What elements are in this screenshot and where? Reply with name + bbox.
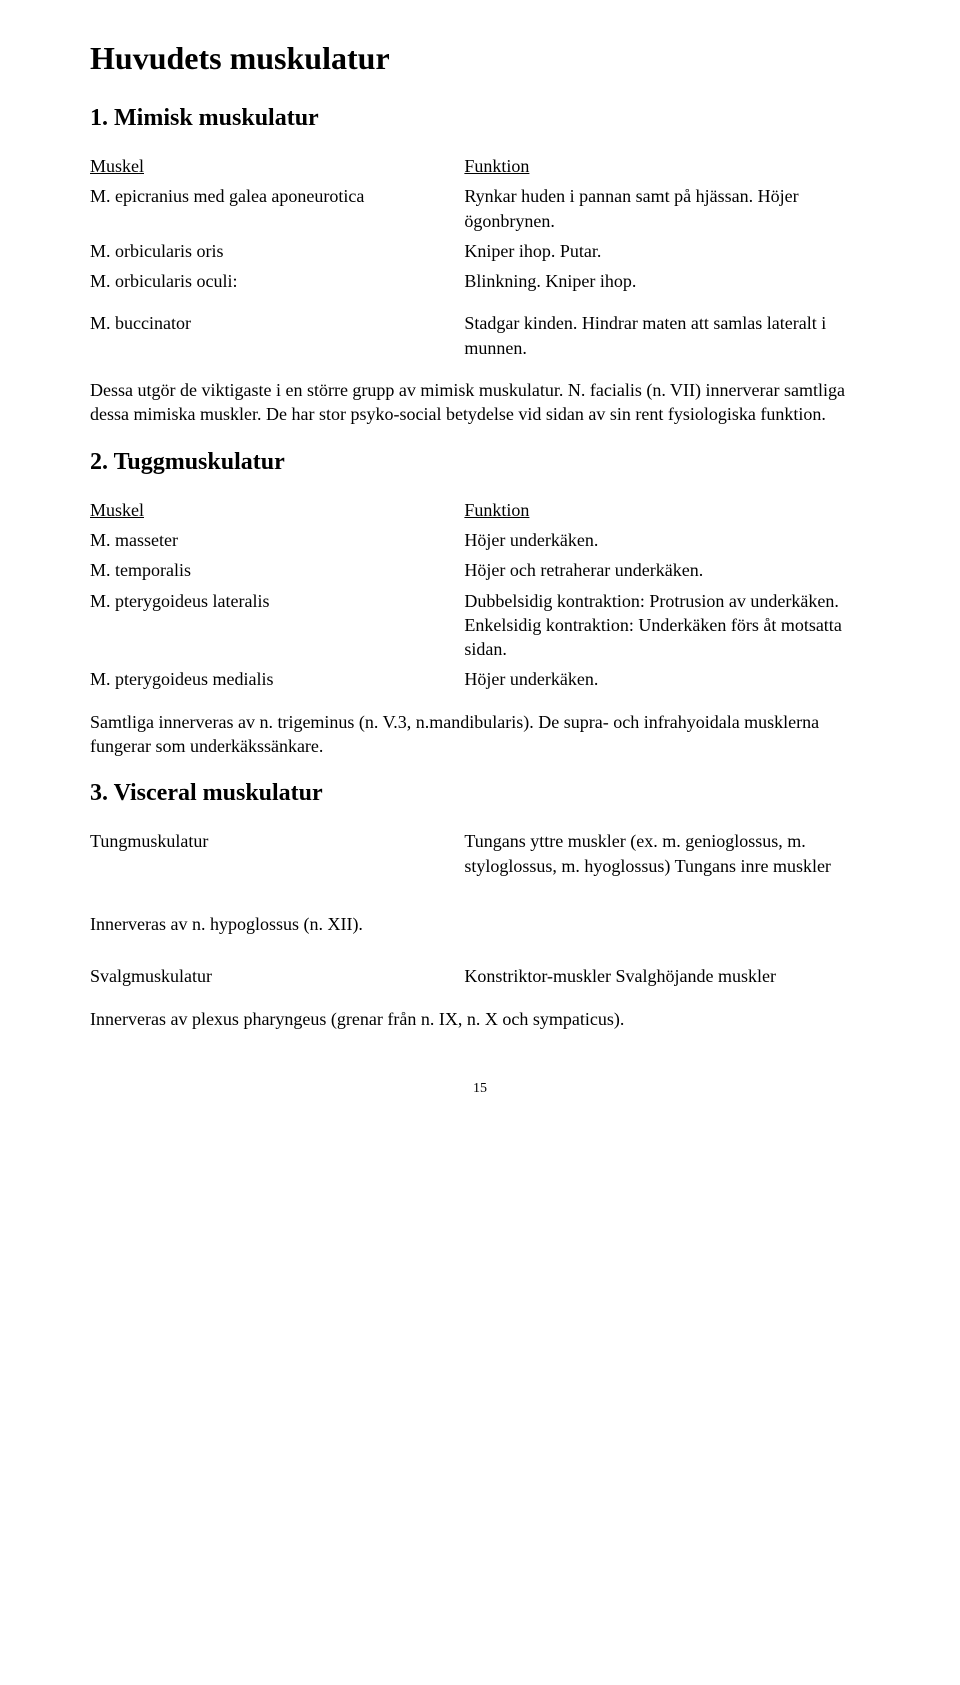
muscle-group-name: Tungmuskulatur xyxy=(90,829,464,884)
muscle-name: M. pterygoideus medialis xyxy=(90,667,464,697)
section-2-paragraph: Samtliga innerveras av n. trigeminus (n.… xyxy=(90,710,870,759)
table-row: M. buccinator Stadgar kinden. Hindrar ma… xyxy=(90,311,870,366)
col-header-muskel: Muskel xyxy=(90,156,144,176)
table-row: M. orbicularis oris Kniper ihop. Putar. xyxy=(90,239,870,269)
col-header-funktion: Funktion xyxy=(464,156,529,176)
muscle-function: Kniper ihop. Putar. xyxy=(464,239,870,269)
section-3-heading: 3. Visceral muskulatur xyxy=(90,780,870,807)
muscle-name: M. buccinator xyxy=(90,311,464,366)
muscle-name: M. orbicularis oris xyxy=(90,239,464,269)
col-header-funktion: Funktion xyxy=(464,500,529,520)
page-title: Huvudets muskulatur xyxy=(90,40,870,77)
table-row: M. orbicularis oculi: Blinkning. Kniper … xyxy=(90,269,870,311)
muscle-group-desc: Tungans yttre muskler (ex. m. geniogloss… xyxy=(464,829,870,884)
table-row: M. epicranius med galea aponeurotica Ryn… xyxy=(90,184,870,239)
section-1-paragraph: Dessa utgör de viktigaste i en större gr… xyxy=(90,378,870,427)
muscle-name: M. epicranius med galea aponeurotica xyxy=(90,184,464,239)
muscle-name: M. masseter xyxy=(90,528,464,558)
muscle-function: Blinkning. Kniper ihop. xyxy=(464,269,870,311)
table-header-row: Muskel Funktion xyxy=(90,154,870,184)
section-1-table: Muskel Funktion M. epicranius med galea … xyxy=(90,154,870,366)
table-row: M. pterygoideus medialis Höjer underkäke… xyxy=(90,667,870,697)
section-2-table: Muskel Funktion M. masseter Höjer underk… xyxy=(90,498,870,698)
section-3-table-a: Tungmuskulatur Tungans yttre muskler (ex… xyxy=(90,829,870,884)
table-row: M. pterygoideus lateralis Dubbelsidig ko… xyxy=(90,589,870,668)
muscle-function: Höjer underkäken. xyxy=(464,667,870,697)
section-3-paragraph: Innerveras av plexus pharyngeus (grenar … xyxy=(90,1007,870,1031)
section-2-heading: 2. Tuggmuskulatur xyxy=(90,449,870,476)
muscle-group-desc: Konstriktor-muskler Svalghöjande muskler xyxy=(464,964,870,994)
muscle-function: Rynkar huden i pannan samt på hjässan. H… xyxy=(464,184,870,239)
table-row: M. temporalis Höjer och retraherar under… xyxy=(90,558,870,588)
muscle-name: M. pterygoideus lateralis xyxy=(90,589,464,668)
section-3-mid-paragraph: Innerveras av n. hypoglossus (n. XII). xyxy=(90,912,870,936)
muscle-group-name: Svalgmuskulatur xyxy=(90,964,464,994)
table-row: M. masseter Höjer underkäken. xyxy=(90,528,870,558)
col-header-muskel: Muskel xyxy=(90,500,144,520)
table-header-row: Muskel Funktion xyxy=(90,498,870,528)
section-1-heading: 1. Mimisk muskulatur xyxy=(90,105,870,132)
muscle-function: Dubbelsidig kontraktion: Protrusion av u… xyxy=(464,589,870,668)
muscle-name: M. orbicularis oculi: xyxy=(90,269,464,311)
muscle-function: Stadgar kinden. Hindrar maten att samlas… xyxy=(464,311,870,366)
muscle-name: M. temporalis xyxy=(90,558,464,588)
muscle-function: Höjer och retraherar underkäken. xyxy=(464,558,870,588)
muscle-function: Höjer underkäken. xyxy=(464,528,870,558)
table-row: Tungmuskulatur Tungans yttre muskler (ex… xyxy=(90,829,870,884)
section-3-table-b: Svalgmuskulatur Konstriktor-muskler Sval… xyxy=(90,964,870,994)
page-number: 15 xyxy=(90,1081,870,1097)
table-row: Svalgmuskulatur Konstriktor-muskler Sval… xyxy=(90,964,870,994)
